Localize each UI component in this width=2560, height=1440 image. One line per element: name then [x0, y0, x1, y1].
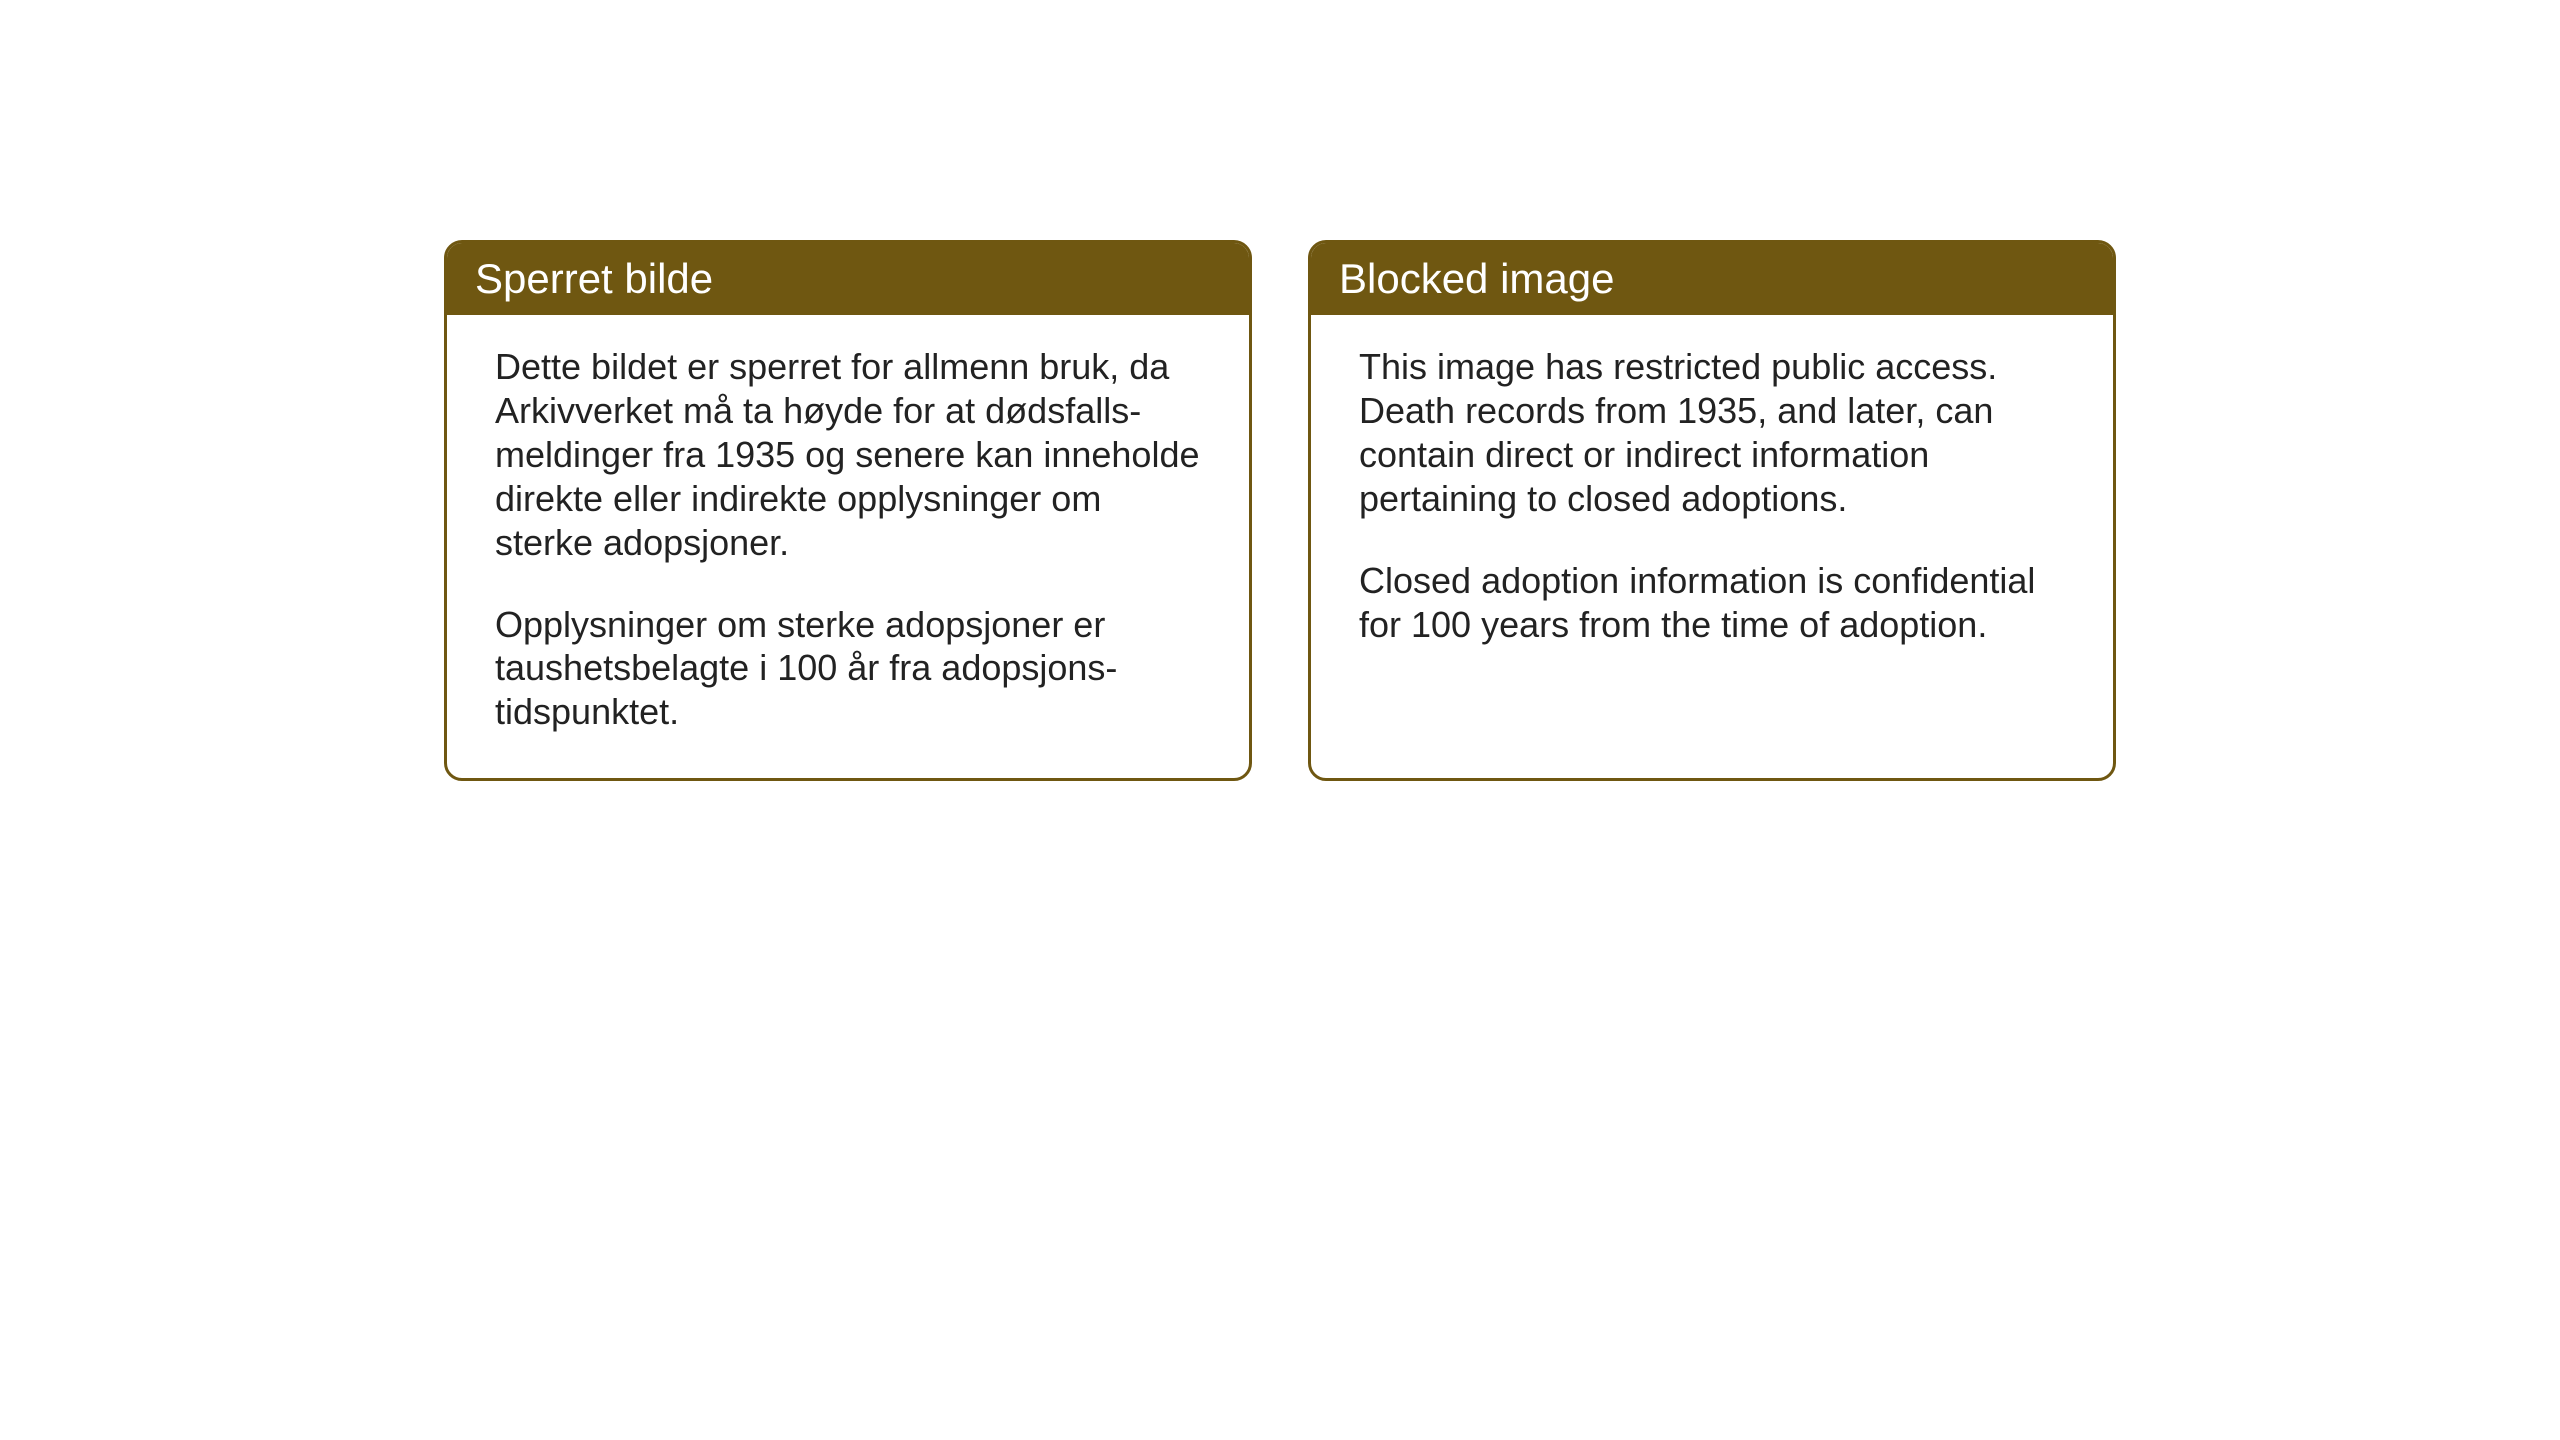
english-paragraph-2: Closed adoption information is confident… — [1359, 559, 2065, 647]
english-card: Blocked image This image has restricted … — [1308, 240, 2116, 781]
norwegian-paragraph-1: Dette bildet er sperret for allmenn bruk… — [495, 345, 1201, 565]
english-card-body: This image has restricted public access.… — [1311, 315, 2113, 690]
notice-cards-container: Sperret bilde Dette bildet er sperret fo… — [444, 240, 2116, 781]
norwegian-card-title: Sperret bilde — [447, 243, 1249, 315]
norwegian-paragraph-2: Opplysninger om sterke adopsjoner er tau… — [495, 603, 1201, 735]
norwegian-card: Sperret bilde Dette bildet er sperret fo… — [444, 240, 1252, 781]
english-paragraph-1: This image has restricted public access.… — [1359, 345, 2065, 521]
english-card-title: Blocked image — [1311, 243, 2113, 315]
norwegian-card-body: Dette bildet er sperret for allmenn bruk… — [447, 315, 1249, 778]
